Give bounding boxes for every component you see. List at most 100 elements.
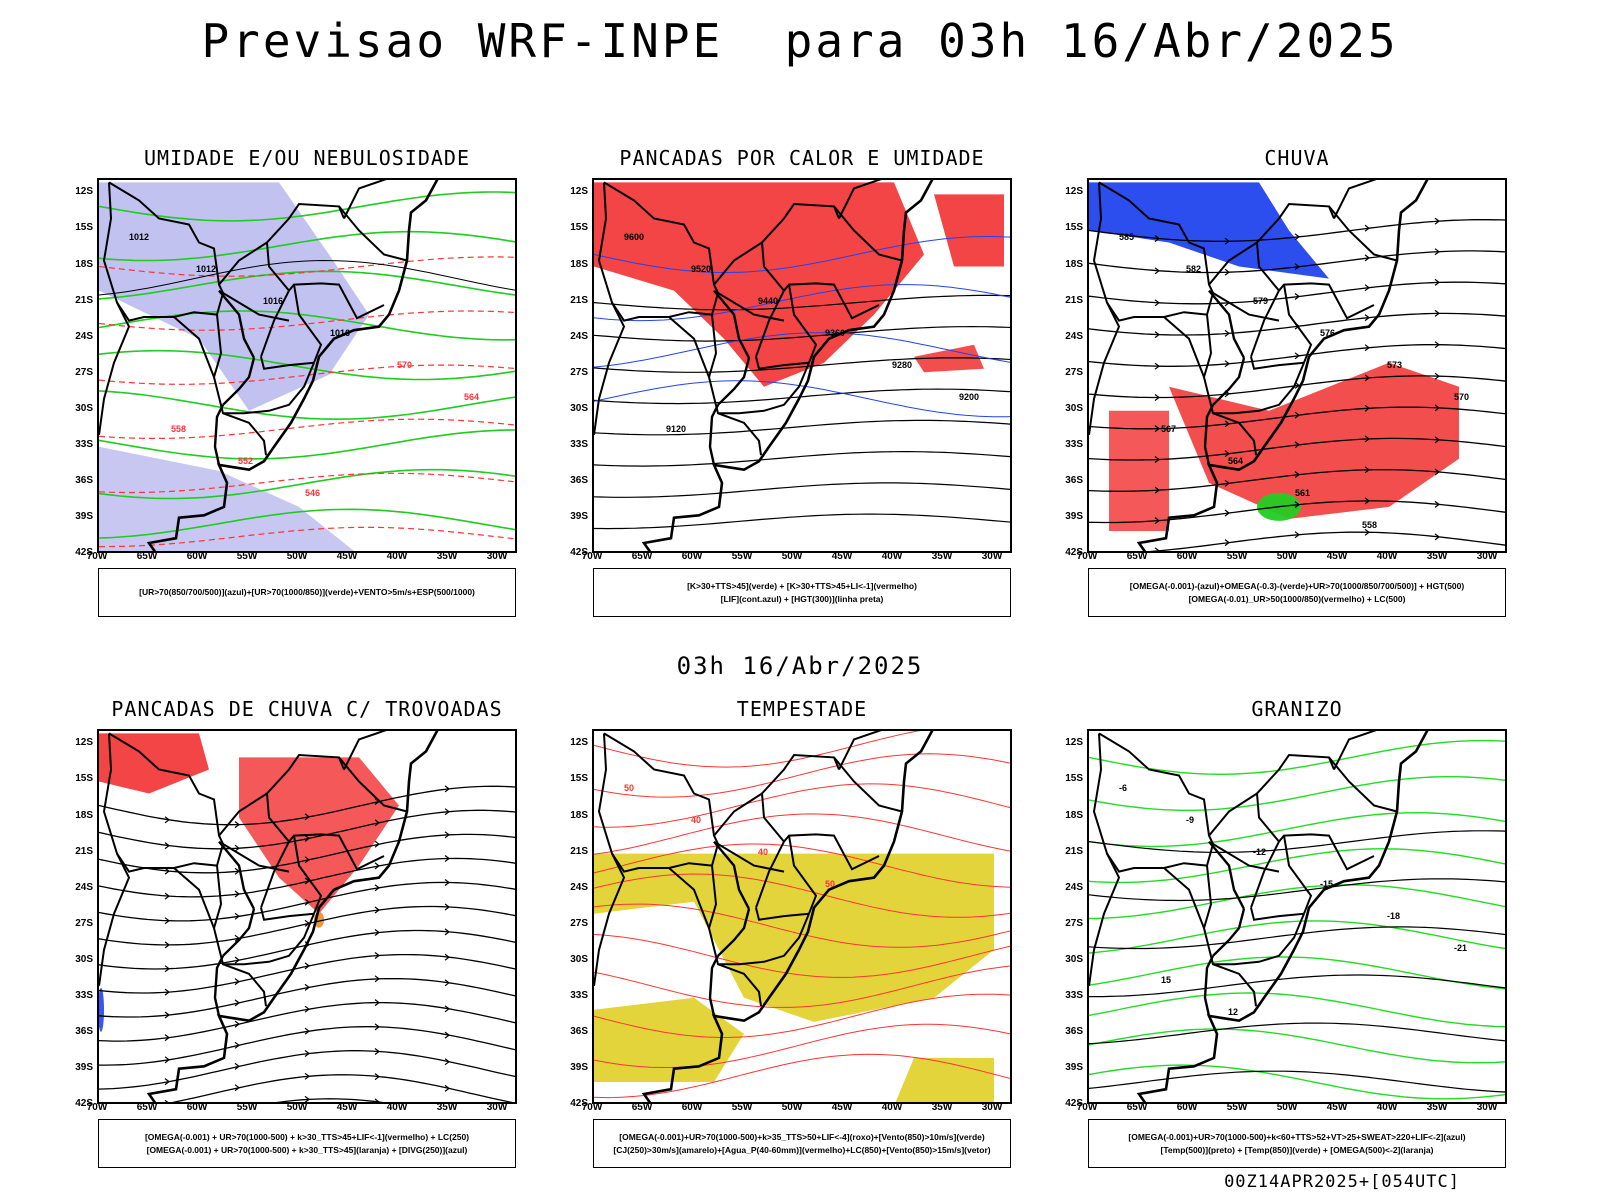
state-border [1163, 316, 1205, 378]
field-shading-layer [594, 182, 1004, 387]
contour-label: 576 [1320, 328, 1335, 338]
instability-area [594, 182, 924, 387]
state-border [260, 356, 315, 370]
lon-tick-label: 60W [681, 551, 703, 562]
precipitable-water-contour [594, 934, 1010, 978]
state-border [1250, 356, 1305, 370]
lat-tick-label: 30S [75, 953, 93, 965]
state-border [173, 316, 215, 378]
legend-line: [OMEGA(-0.001) + UR>70(1000-500) + k>30_… [146, 1144, 468, 1155]
lon-tick-label: 65W [1126, 1102, 1148, 1113]
country-border [222, 908, 256, 957]
streamline-arrow [164, 941, 170, 949]
lat-tick-label: 27S [570, 917, 588, 929]
state-border [1212, 843, 1280, 873]
lat-tick-label: 33S [1065, 438, 1083, 450]
streamline-arrow [1434, 309, 1440, 317]
thunderstorm-area [239, 757, 399, 914]
state-border [597, 733, 713, 873]
contour-label: 1012 [196, 264, 216, 274]
state-border [338, 205, 408, 262]
lat-tick-label: 36S [1065, 1025, 1083, 1037]
lat-tick-label: 15S [1065, 222, 1083, 234]
streamline-arrow [304, 1072, 310, 1080]
streamline-arrow [444, 1005, 450, 1013]
streamline-arrow [304, 877, 310, 885]
contour-layer [99, 785, 515, 1102]
streamline-arrow [1224, 329, 1230, 337]
contour-label: 564 [1228, 456, 1243, 466]
contour-label: -12 [1253, 847, 1266, 857]
lat-tick-label: 27S [75, 917, 93, 929]
lon-tick-label: 50W [286, 551, 308, 562]
lon-tick-label: 65W [1126, 551, 1148, 562]
contour-label: -6 [1119, 783, 1127, 793]
country-border [708, 404, 720, 466]
legend-line: [OMEGA(-0.001)+UR>70(1000-500)+k>35_TTS>… [619, 1131, 985, 1142]
state-border [713, 241, 763, 286]
precipitable-water-contour [594, 731, 921, 768]
lon-tick-label: 30W [486, 1102, 508, 1113]
legend-chuva: [OMEGA(-0.001)-(azul)+OMEGA(-0.3)-(verde… [1088, 568, 1506, 617]
state-border [222, 843, 290, 873]
jet-stream-area [594, 853, 994, 1022]
streamline-arrow [1224, 420, 1230, 428]
contour-layer [1089, 739, 1505, 1100]
precipitable-water-contour [594, 753, 1010, 798]
lon-tick-label: 35W [436, 551, 458, 562]
precipitable-water-contour [594, 965, 1010, 1008]
contour-label: 40 [691, 815, 701, 825]
temp-850-contour [1089, 1028, 1505, 1064]
field-shading-layer [1089, 182, 1459, 531]
streamline-arrow [374, 1023, 380, 1031]
streamline-arrow [374, 999, 380, 1007]
streamline-arrow [234, 844, 240, 852]
country-border [1203, 404, 1215, 466]
lat-tick-label: 15S [75, 773, 93, 785]
lon-tick-label: 45W [831, 1102, 853, 1113]
lon-tick-label: 65W [136, 551, 158, 562]
lon-tick-label: 55W [731, 1102, 753, 1113]
streamline-arrow [234, 1084, 240, 1092]
lat-tick-label: 39S [570, 510, 588, 522]
lon-tick-label: 65W [631, 551, 653, 562]
lon-tick-label: 50W [1276, 551, 1298, 562]
lon-tick-label: 55W [236, 1102, 258, 1113]
lon-tick-label: 50W [1276, 1102, 1298, 1113]
country-border [713, 840, 751, 910]
omega-area [1089, 182, 1329, 279]
streamline-arrow [164, 892, 170, 900]
streamline-arrow [444, 953, 450, 961]
lat-tick-label: 18S [570, 809, 588, 821]
state-border [1092, 733, 1208, 873]
contour-label: 40 [758, 847, 768, 857]
lat-tick-label: 33S [75, 438, 93, 450]
streamline-arrow [234, 890, 240, 898]
thickness-contour [99, 310, 515, 331]
state-border [1250, 282, 1375, 358]
contour-label: 585 [1119, 232, 1134, 242]
streamline-arrow [444, 1058, 450, 1066]
streamline-arrow [444, 785, 450, 793]
country-border [717, 908, 751, 957]
lon-tick-label: 70W [581, 1102, 603, 1113]
lon-tick-label: 50W [781, 1102, 803, 1113]
streamline-arrow [374, 929, 380, 936]
panel-title-pancadas_trovoadas: PANCADAS DE CHUVA C/ TROVOADAS [111, 697, 503, 721]
lat-tick-label: 24S [1065, 330, 1083, 342]
temp-500-contour [1089, 1022, 1505, 1045]
lon-tick-label: 70W [86, 1102, 108, 1113]
streamline-arrow [164, 1056, 170, 1064]
lat-tick-label: 36S [75, 474, 93, 486]
coastline [1136, 180, 1429, 551]
contour-label: 570 [1454, 392, 1469, 402]
contour-label-layer: -6 -9 -12 -15 -18 -21 15 12 [1119, 783, 1467, 1017]
state-border [260, 833, 385, 909]
state-border [338, 756, 408, 813]
lat-tick-label: 15S [570, 222, 588, 234]
lat-tick-label: 33S [570, 989, 588, 1001]
streamline-arrow [1364, 374, 1370, 382]
lon-tick-label: 55W [1226, 551, 1248, 562]
legend-line: [OMEGA(-0.001)+UR>70(1000-500)+k<60+TTS>… [1128, 1131, 1466, 1142]
coastline [146, 731, 439, 1102]
